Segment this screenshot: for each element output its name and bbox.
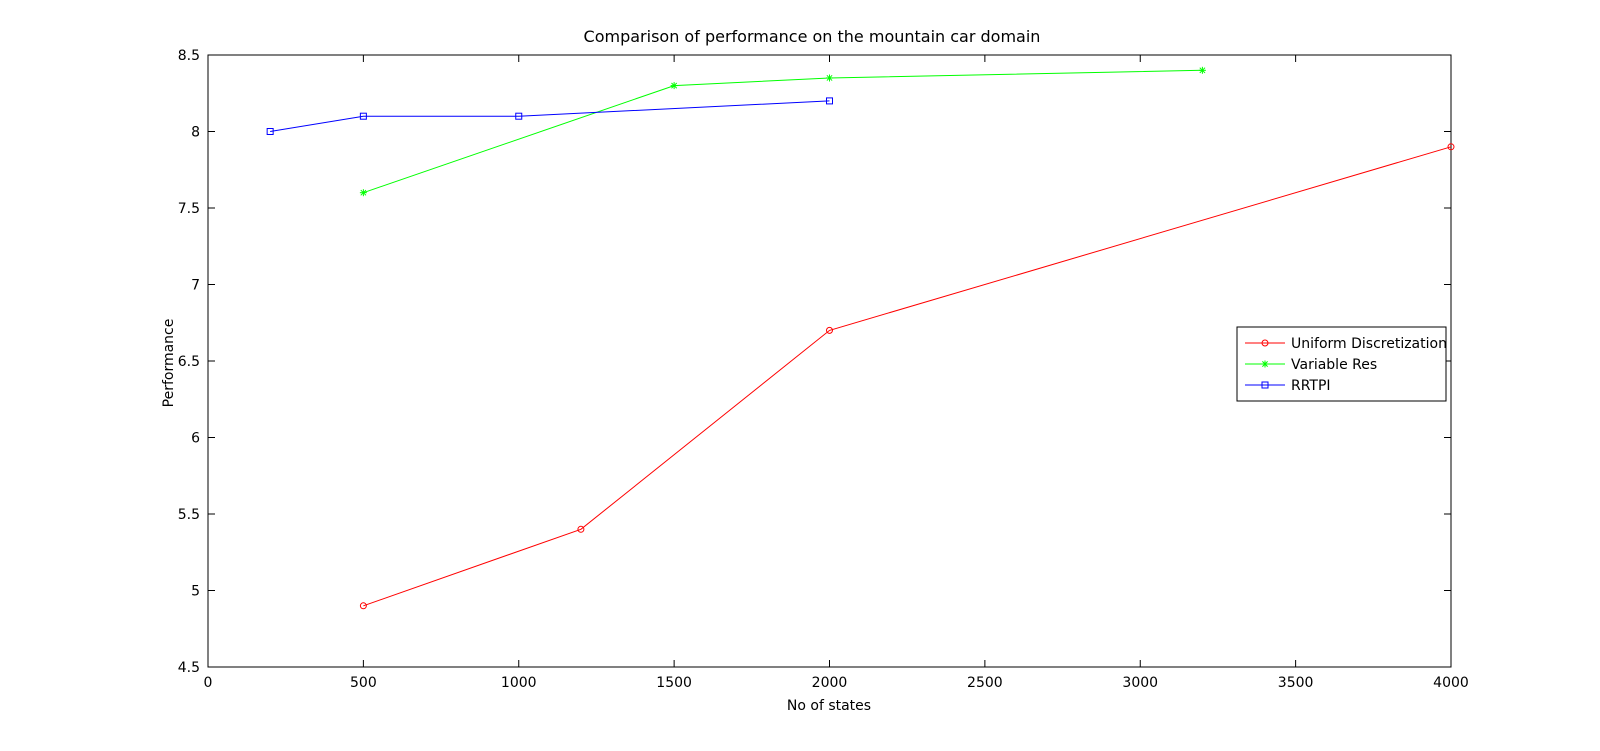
series-uniform-discretization: [359, 143, 1455, 610]
data-point-uniform-discretization: [577, 525, 585, 533]
x-axis-label: No of states: [787, 698, 871, 714]
data-point-variable-res: [359, 189, 367, 197]
x-tick-label: 1500: [656, 675, 692, 691]
axis-ticks: 0 500 1000 1500 2000 2500 3000 3500 4000 4.5 5 5.5 6…: [178, 48, 1469, 691]
data-point-rrtpi: [826, 97, 833, 105]
y-tick-label: 8: [191, 125, 200, 141]
y-tick-label: 5: [191, 584, 200, 600]
chart-title: Comparison of performance on the mountai…: [584, 27, 1041, 46]
marker-stroke: [826, 74, 833, 81]
series-rrtpi: [266, 97, 833, 135]
legend-marker-variable-res: [1261, 360, 1269, 368]
y-tick-label: 7.5: [178, 201, 200, 217]
legend-marker-uniform-discretization: [1261, 339, 1269, 347]
legend: Uniform Discretization Variable Res RRTPI: [1236, 326, 1447, 402]
x-tick-label: 3500: [1278, 675, 1314, 691]
series-line-rrtpi: [270, 100, 830, 132]
y-tick-label: 5.5: [178, 507, 200, 523]
data-point-variable-res: [1198, 66, 1206, 74]
y-tick-label: 6.5: [178, 354, 200, 370]
x-tick-label: 500: [350, 675, 377, 691]
marker-stroke: [1262, 361, 1268, 367]
data-point-uniform-discretization: [826, 326, 833, 334]
series-line-uniform-discretization: [363, 146, 1452, 607]
legend-label-uniform-discretization: Uniform Discretization: [1291, 336, 1447, 352]
x-tick-label: 2000: [812, 675, 848, 691]
legend-marker-rrtpi: [1261, 381, 1269, 389]
data-point-uniform-discretization: [359, 602, 367, 610]
data-point-uniform-discretization: [1447, 143, 1455, 151]
legend-label-rrtpi: RRTPI: [1291, 378, 1331, 394]
data-point-rrtpi: [266, 128, 274, 135]
x-tick-label: 2500: [967, 675, 1003, 691]
data-point-rrtpi: [359, 112, 367, 120]
x-tick-label: 3000: [1122, 675, 1158, 691]
data-point-variable-res: [670, 82, 678, 90]
marker-stroke: [671, 82, 678, 89]
y-tick-label: 6: [191, 431, 200, 447]
x-tick-label: 4000: [1433, 675, 1469, 691]
y-tick-label: 7: [191, 278, 200, 294]
data-point-rrtpi: [515, 112, 523, 120]
series-line-variable-res: [363, 69, 1203, 194]
x-tick-label: 1000: [501, 675, 537, 691]
x-tick-label: 0: [204, 675, 213, 691]
series-layer: [266, 66, 1455, 610]
data-point-variable-res: [826, 74, 833, 82]
legend-label-variable-res: Variable Res: [1291, 357, 1377, 373]
series-variable-res: [359, 66, 1206, 197]
y-tick-label: 8.5: [178, 48, 200, 64]
y-axis-label: Performance: [161, 319, 177, 408]
y-tick-label: 4.5: [178, 660, 200, 676]
marker-stroke: [360, 189, 367, 196]
marker-stroke: [1199, 67, 1206, 74]
